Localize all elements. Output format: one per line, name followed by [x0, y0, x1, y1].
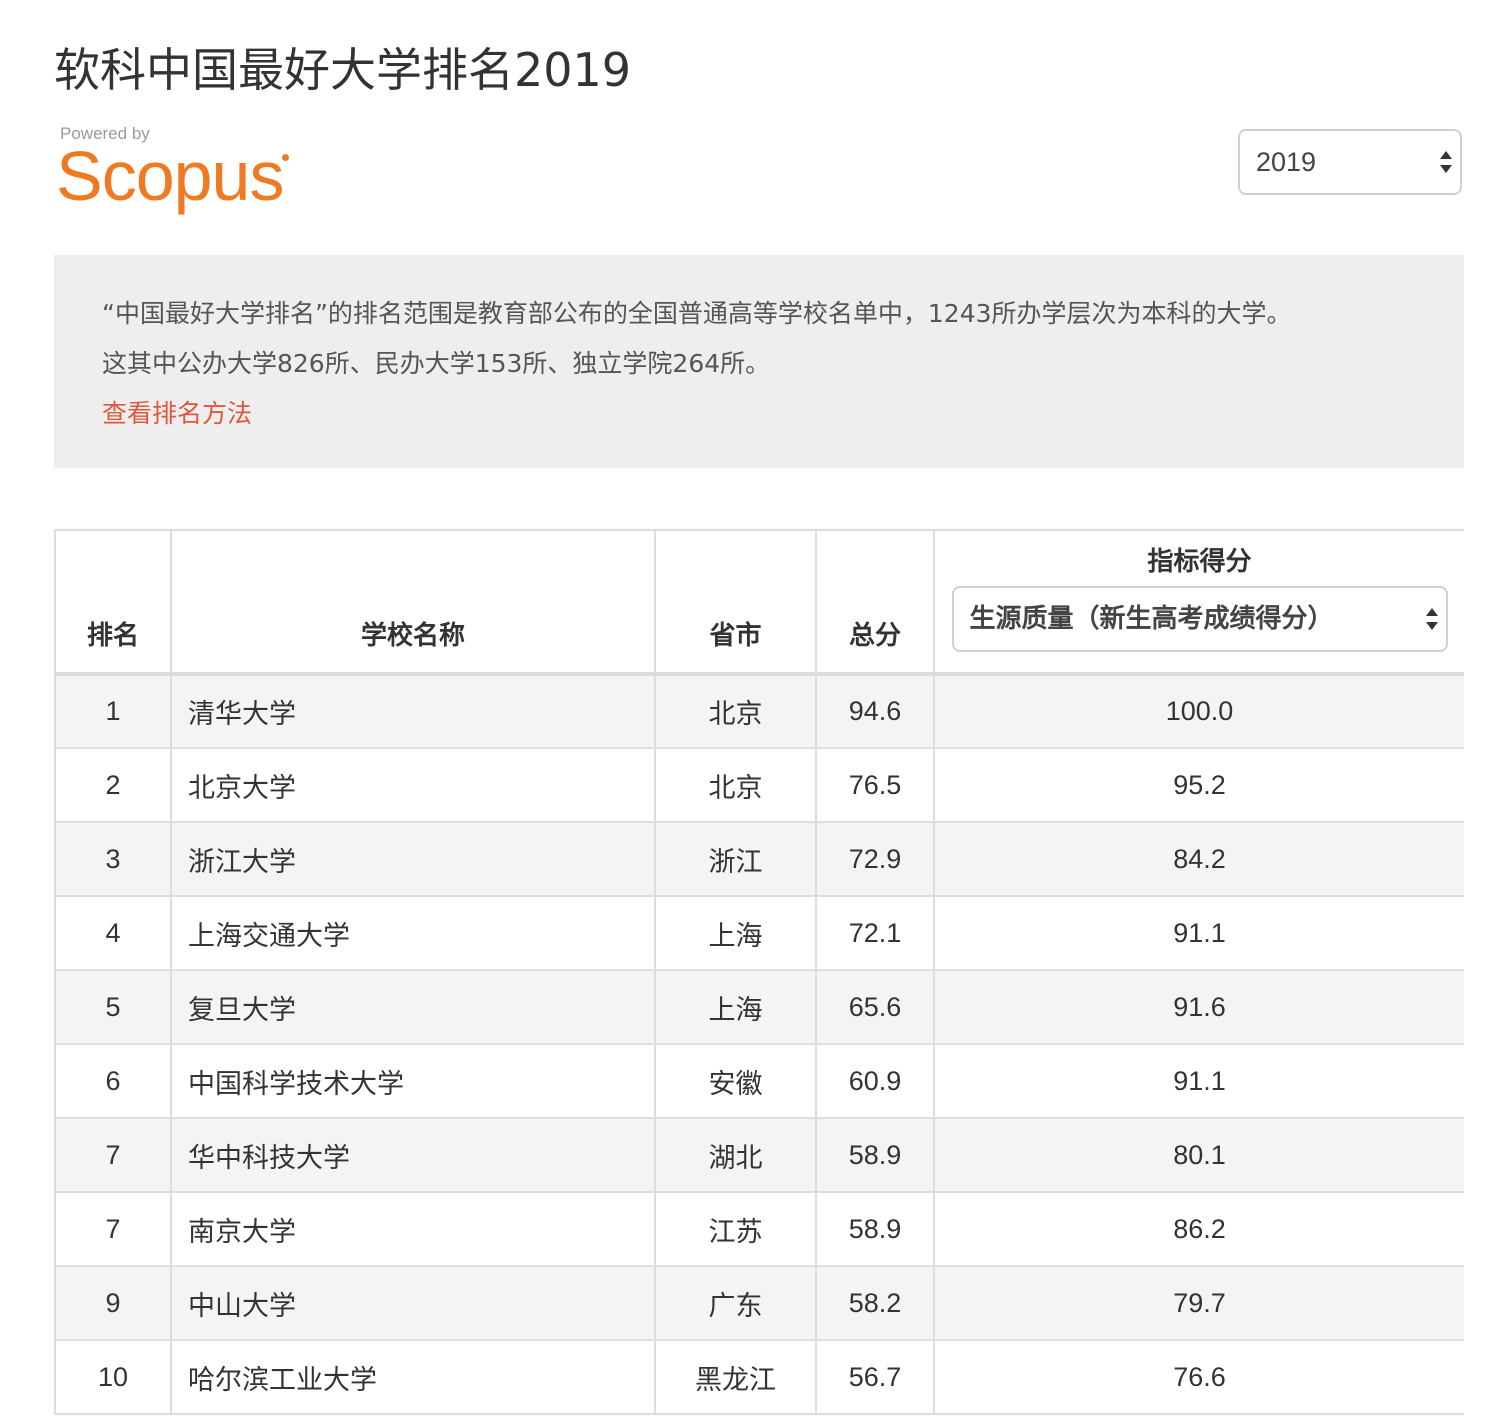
indicator-score-cell: 91.1 [933, 1043, 1464, 1119]
table-row: 9 中山大学 广东 58.2 79.7 [54, 1265, 1464, 1341]
table-row: 5 复旦大学 上海 65.6 91.6 [54, 969, 1464, 1045]
registered-mark-icon [282, 154, 289, 161]
indicator-select-value: 生源质量（新生高考成绩得分） [969, 604, 1334, 634]
indicator-score-cell: 91.6 [933, 969, 1464, 1045]
indicator-score-cell: 95.2 [933, 747, 1464, 823]
table-header-row: 排名 学校名称 省市 总分 指标得分 生源质量（新生高考成绩得分） [54, 529, 1464, 676]
header-indicator: 指标得分 生源质量（新生高考成绩得分） [933, 529, 1464, 676]
indicator-score-cell: 91.1 [933, 895, 1464, 971]
rank-cell: 7 [54, 1117, 172, 1193]
total-score-cell: 65.6 [815, 969, 935, 1045]
powered-by-text: Powered by [60, 124, 150, 143]
school-name-cell: 中山大学 [170, 1265, 656, 1341]
scopus-wordmark: Scopus [56, 137, 284, 215]
select-arrows-icon [1440, 151, 1452, 173]
school-name-cell: 复旦大学 [170, 969, 656, 1045]
province-cell: 广东 [654, 1265, 817, 1341]
indicator-title: 指标得分 [1147, 547, 1252, 577]
rank-cell: 1 [54, 673, 172, 749]
scopus-logo: Powered by Scopus [56, 124, 308, 224]
select-arrows-icon [1425, 608, 1438, 630]
school-name-cell: 南京大学 [170, 1191, 656, 1267]
indicator-score-cell: 86.2 [933, 1191, 1464, 1267]
table-body: 1 清华大学 北京 94.6 100.0 2 北京大学 北京 76.5 95.2 3 浙江大学 浙江 72… [54, 673, 1464, 1415]
indicator-score-cell: 84.2 [933, 821, 1464, 897]
intro-text-line2: 这其中公办大学826所、民办大学153所、独立学院264所。 [102, 349, 771, 378]
table-row: 2 北京大学 北京 76.5 95.2 [54, 747, 1464, 823]
total-score-cell: 72.1 [815, 895, 935, 971]
total-score-cell: 58.9 [815, 1117, 935, 1193]
indicator-score-cell: 80.1 [933, 1117, 1464, 1193]
table-row: 10 哈尔滨工业大学 黑龙江 56.7 76.6 [54, 1339, 1464, 1415]
indicator-score-cell: 79.7 [933, 1265, 1464, 1341]
total-score-cell: 56.7 [815, 1339, 935, 1415]
total-score-cell: 94.6 [815, 673, 935, 749]
page-title: 软科中国最好大学排名2019 [54, 43, 632, 97]
year-select-value: 2019 [1256, 147, 1317, 177]
school-name-cell: 浙江大学 [170, 821, 656, 897]
rank-cell: 6 [54, 1043, 172, 1119]
province-cell: 湖北 [654, 1117, 817, 1193]
ranking-methodology-link[interactable]: 查看排名方法 [102, 399, 253, 428]
header-total-score[interactable]: 总分 [815, 529, 935, 676]
rank-cell: 7 [54, 1191, 172, 1267]
province-cell: 北京 [654, 673, 817, 749]
ranking-table: 排名 学校名称 省市 总分 指标得分 生源质量（新生高考成绩得分） 1 清华大学北… [54, 529, 1464, 1415]
table-row: 7 华中科技大学 湖北 58.9 80.1 [54, 1117, 1464, 1193]
province-cell: 上海 [654, 969, 817, 1045]
school-name-cell: 北京大学 [170, 747, 656, 823]
province-cell: 江苏 [654, 1191, 817, 1267]
total-score-cell: 72.9 [815, 821, 935, 897]
total-score-cell: 58.2 [815, 1265, 935, 1341]
rank-cell: 5 [54, 969, 172, 1045]
rank-cell: 10 [54, 1339, 172, 1415]
province-cell: 上海 [654, 895, 817, 971]
total-score-cell: 76.5 [815, 747, 935, 823]
school-name-cell: 上海交通大学 [170, 895, 656, 971]
total-score-cell: 58.9 [815, 1191, 935, 1267]
school-name-cell: 中国科学技术大学 [170, 1043, 656, 1119]
province-cell: 北京 [654, 747, 817, 823]
ranking-table-container: 排名 学校名称 省市 总分 指标得分 生源质量（新生高考成绩得分） 1 清华大学北… [54, 529, 1464, 1424]
year-select[interactable]: 2019 [1238, 129, 1462, 195]
intro-panel: “中国最好大学排名”的排名范围是教育部公布的全国普通高等学校名单中，1243所办… [54, 255, 1464, 468]
rank-cell: 2 [54, 747, 172, 823]
table-row: 7 南京大学 江苏 58.9 86.2 [54, 1191, 1464, 1267]
table-row: 1 清华大学 北京 94.6 100.0 [54, 673, 1464, 749]
total-score-cell: 60.9 [815, 1043, 935, 1119]
province-cell: 浙江 [654, 821, 817, 897]
header-rank[interactable]: 排名 [54, 529, 172, 676]
province-cell: 黑龙江 [654, 1339, 817, 1415]
header-province[interactable]: 省市 [654, 529, 817, 676]
indicator-select[interactable]: 生源质量（新生高考成绩得分） [951, 586, 1448, 652]
province-cell: 安徽 [654, 1043, 817, 1119]
table-row: 3 浙江大学 浙江 72.9 84.2 [54, 821, 1464, 897]
intro-text-line1: “中国最好大学排名”的排名范围是教育部公布的全国普通高等学校名单中，1243所办… [102, 299, 1292, 328]
rank-cell: 3 [54, 821, 172, 897]
table-row: 4 上海交通大学 上海 72.1 91.1 [54, 895, 1464, 971]
rank-cell: 9 [54, 1265, 172, 1341]
school-name-cell: 华中科技大学 [170, 1117, 656, 1193]
rank-cell: 4 [54, 895, 172, 971]
school-name-cell: 清华大学 [170, 673, 656, 749]
indicator-score-cell: 76.6 [933, 1339, 1464, 1415]
indicator-score-cell: 100.0 [933, 673, 1464, 749]
header-school-name[interactable]: 学校名称 [170, 529, 656, 676]
table-row: 6 中国科学技术大学 安徽 60.9 91.1 [54, 1043, 1464, 1119]
school-name-cell: 哈尔滨工业大学 [170, 1339, 656, 1415]
